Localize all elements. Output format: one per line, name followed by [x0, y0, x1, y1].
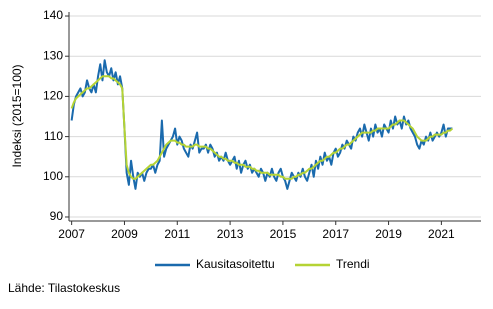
series-line [70, 59, 453, 190]
legend-label: Kausitasoitettu [196, 257, 275, 271]
series-line [70, 75, 454, 180]
x-tick-label: 2017 [322, 227, 349, 241]
y-tick-label: 120 [43, 89, 63, 103]
y-axis-label: Indeksi (2015=100) [10, 64, 24, 167]
legend-label: Trendi [336, 257, 370, 271]
x-tick-label: 2007 [58, 227, 85, 241]
y-tick-label: 100 [43, 169, 63, 183]
y-tick-label: 110 [44, 129, 63, 143]
x-tick-label: 2011 [164, 227, 190, 241]
y-tick-label: 90 [50, 209, 64, 223]
x-tick-label: 2019 [375, 227, 402, 241]
y-tick-label: 130 [43, 48, 63, 62]
source: Lähde: Tilastokeskus [8, 281, 120, 295]
x-tick-label: 2013 [217, 227, 244, 241]
x-tick-label: 2015 [270, 227, 297, 241]
x-tick-label: 2021 [428, 227, 455, 241]
x-tick-label: 2009 [111, 227, 138, 241]
y-tick-label: 140 [43, 8, 63, 22]
